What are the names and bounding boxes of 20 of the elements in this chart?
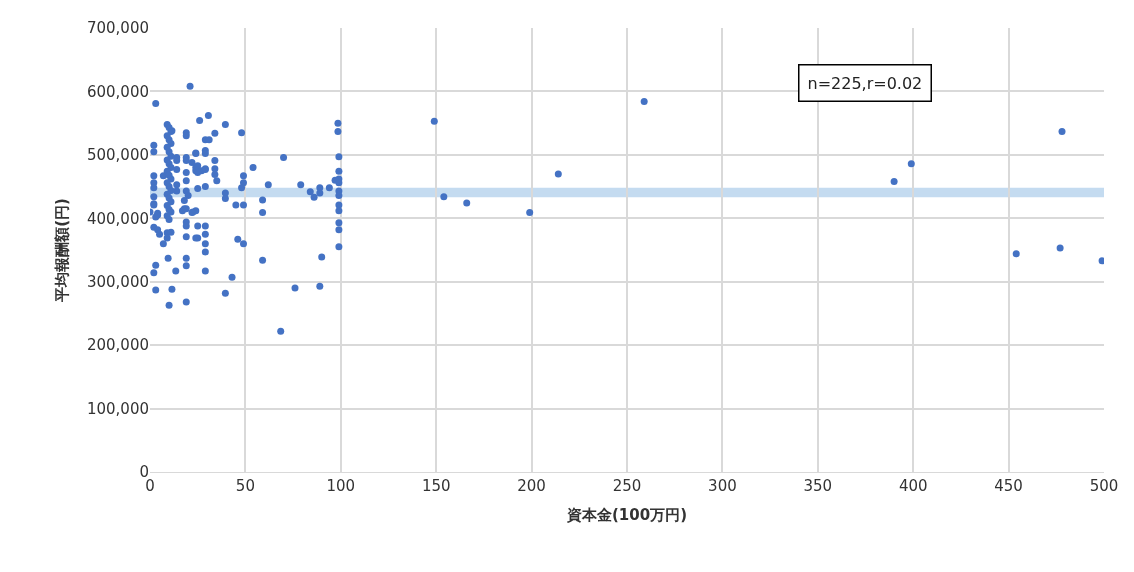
x-tick-label: 200 (517, 477, 546, 495)
y-axis-title: 平均報酬額(円) (53, 198, 72, 303)
x-tick-label: 100 (326, 477, 356, 495)
y-tick-label: 300,000 (86, 272, 149, 291)
x-tick-label: 450 (994, 477, 1023, 495)
y-tick-label: 200,000 (86, 336, 149, 355)
x-tick-label: 50 (235, 477, 255, 495)
annotation: n=225,r=0.02 (807, 73, 923, 93)
x-tick-label: 350 (803, 477, 833, 495)
x-tick-label: 500 (1089, 477, 1119, 495)
y-tick-label: 400,000 (86, 209, 149, 228)
y-tick-label: 500,000 (86, 146, 149, 165)
x-tick-label: 400 (898, 477, 928, 495)
x-tick-label: 150 (421, 477, 451, 495)
y-tick-label: 100,000 (86, 399, 149, 418)
y-tick-label: 600,000 (86, 82, 149, 101)
y-tick-label: 700,000 (86, 19, 149, 38)
x-tick-label: 250 (612, 477, 642, 495)
x-axis-title: 資本金(100万円) (565, 506, 688, 524)
x-tick-label: 300 (708, 477, 737, 495)
